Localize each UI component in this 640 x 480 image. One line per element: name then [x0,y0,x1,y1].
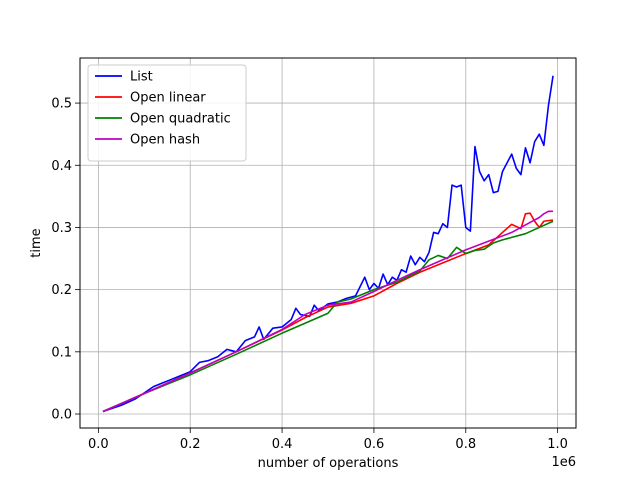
legend-label-list: List [130,70,153,85]
legend: List Open linear Open quadratic Open hash [87,64,247,162]
x-tick-label: 0.8 [455,437,476,452]
y-tick-label: 0.1 [51,345,72,360]
legend-label-open-linear: Open linear [130,91,206,106]
x-tick-label: 1.0 [547,437,568,452]
x-tick-label: 0.0 [88,437,109,452]
plot-area-frame [79,57,577,429]
series-line-open-quadratic [102,220,554,413]
series-layer [102,75,554,413]
y-axis-label: time [29,228,44,257]
x-tick-label: 0.2 [180,437,201,452]
x-tick-label: 0.6 [364,437,385,452]
y-tick-label: 0.5 [51,97,72,112]
y-tick-label: 0.4 [51,159,72,174]
x-axis-offset-label: 1e6 [551,455,576,470]
legend-label-open-hash: Open hash [130,133,200,148]
x-tick-label: 0.4 [272,437,293,452]
y-axis: 0.0 0.1 0.2 0.3 0.4 0.5 [51,97,80,423]
x-axis: 0.0 0.2 0.4 0.6 0.8 1.0 [88,428,568,452]
y-tick-label: 0.0 [51,408,72,423]
y-tick-label: 0.2 [51,283,72,298]
x-axis-label: number of operations [258,456,399,471]
legend-box [87,64,247,162]
series-line-open-hash [102,210,554,413]
y-tick-label: 0.3 [51,221,72,236]
legend-label-open-quadratic: Open quadratic [130,112,231,127]
